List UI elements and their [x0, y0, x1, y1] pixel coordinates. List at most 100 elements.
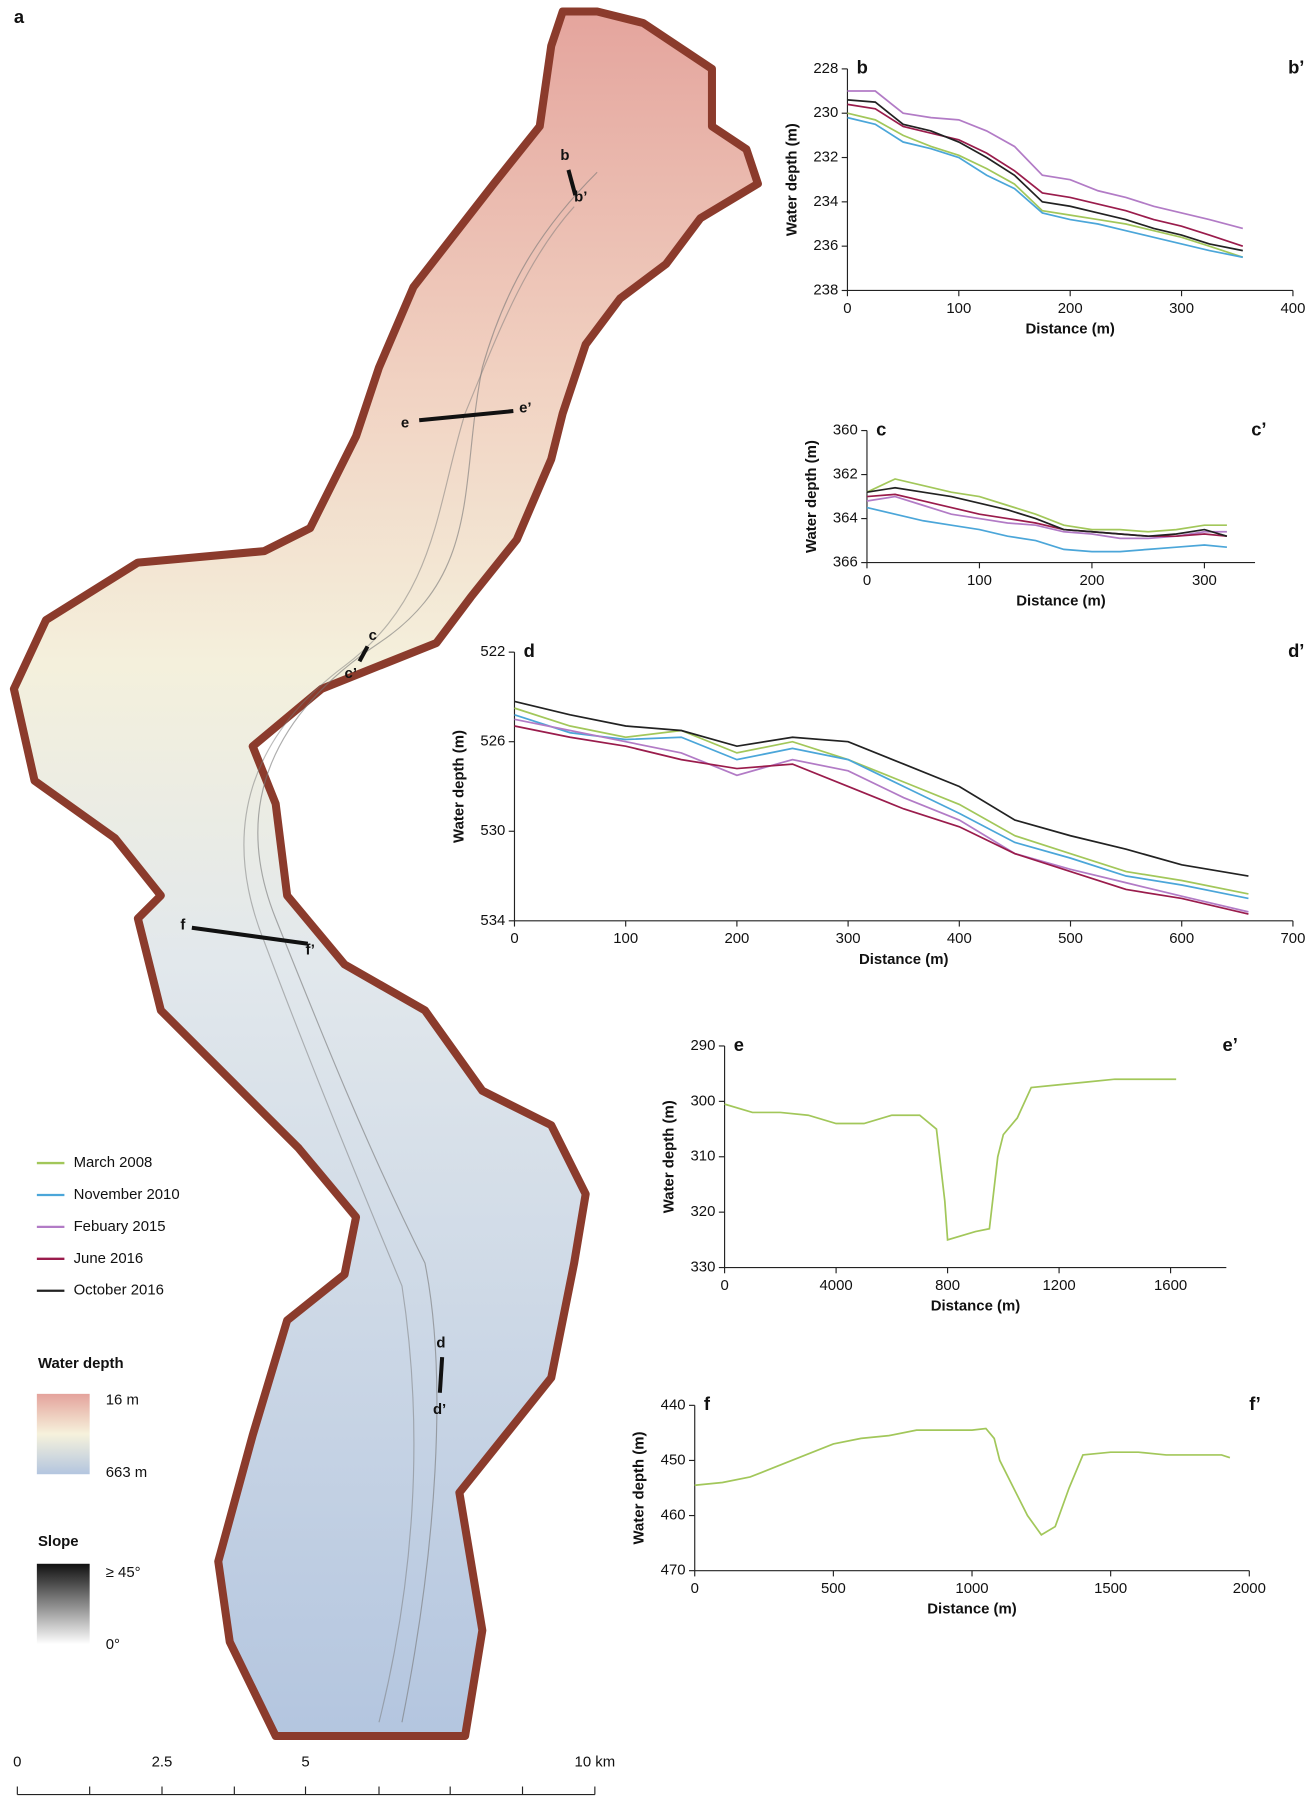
x-tick-label: 400 [947, 930, 972, 947]
transect-label: e [401, 415, 409, 432]
depth-colorbar [36, 1393, 90, 1475]
x-axis-label: Distance (m) [931, 1298, 1020, 1315]
colorbar-label: 0° [106, 1636, 120, 1653]
series-line [514, 707, 1249, 895]
fjord [9, 7, 762, 1741]
transect-line [191, 925, 309, 946]
legend-label: October 2016 [74, 1282, 164, 1299]
series-line [866, 495, 1227, 540]
x-tick-label: 800 [935, 1277, 960, 1294]
chart: 360 362 364 366 0 100 200 300 Distance (m) Water … [803, 418, 1267, 609]
transect-label: e’ [519, 400, 531, 417]
y-tick-label: 234 [813, 193, 838, 210]
x-tick-label: 200 [724, 930, 749, 947]
x-tick-label: 400 [1280, 300, 1305, 317]
x-tick-label: 300 [1169, 300, 1194, 317]
series-line [847, 103, 1244, 247]
channel [243, 206, 575, 1723]
x-axis-label: Distance (m) [927, 1601, 1016, 1618]
chart: 228 230 232 234 236 238 0 100 200 300 400 Distance … [783, 57, 1305, 338]
legend-title: Slope [38, 1533, 79, 1550]
legend-label: June 2016 [74, 1250, 144, 1267]
x-tick-label: 1000 [955, 1580, 988, 1597]
series-line [847, 90, 1244, 230]
y-tick-label: 236 [813, 237, 838, 254]
y-tick-label: 470 [661, 1562, 686, 1579]
x-tick-label: 2000 [1233, 1580, 1266, 1597]
y-tick-label: 232 [813, 148, 838, 165]
y-tick-label: 330 [691, 1258, 716, 1275]
transect-label: c [369, 627, 377, 644]
panel-label: b [857, 57, 868, 78]
panel-label: a [14, 6, 25, 27]
y-tick-label: 228 [813, 60, 838, 77]
x-tick-label: 100 [946, 300, 971, 317]
panel-end-label: e’ [1223, 1034, 1238, 1055]
transect-line [566, 169, 578, 196]
panel-end-label: b’ [1288, 57, 1304, 78]
y-tick-label: 360 [833, 421, 858, 438]
y-tick-label: 534 [480, 912, 505, 929]
series-line [514, 714, 1249, 900]
x-tick-label: 300 [1192, 572, 1217, 589]
series-line [866, 478, 1227, 533]
scale-label: 10 km [575, 1753, 616, 1770]
x-tick-label: 0 [863, 572, 871, 589]
transect-label: c’ [345, 665, 357, 682]
y-axis-label: Water depth (m) [450, 730, 467, 843]
y-tick-label: 310 [691, 1148, 716, 1165]
y-tick-label: 320 [691, 1203, 716, 1220]
panel-label: d [524, 640, 535, 661]
x-axis-label: Distance (m) [859, 951, 948, 968]
x-tick-label: 100 [967, 572, 992, 589]
series-line [847, 99, 1243, 252]
colorbar-label: 663 m [106, 1464, 147, 1481]
chart: 440 450 460 470 0 500 1000 1500 2000 Distance (m)… [631, 1393, 1266, 1617]
series-line [847, 116, 1243, 259]
y-axis-label: Water depth (m) [783, 123, 800, 236]
y-axis-label: Water depth (m) [631, 1432, 648, 1545]
x-tick-label: 1200 [1043, 1277, 1076, 1294]
legend: March 2008 November 2010 Febuary 2015 June … [36, 1154, 180, 1299]
y-tick-label: 460 [661, 1506, 686, 1523]
scale-label: 0 [13, 1753, 21, 1770]
series-line [866, 506, 1228, 553]
series-line [866, 486, 1228, 538]
x-axis-label: Distance (m) [1016, 593, 1105, 610]
x-tick-label: 500 [821, 1580, 846, 1597]
transect-label: d’ [433, 1401, 446, 1418]
legend-label: Febuary 2015 [74, 1218, 166, 1235]
y-axis-label: Water depth (m) [803, 440, 820, 553]
y-tick-label: 230 [813, 104, 838, 121]
x-tick-label: 0 [510, 930, 518, 947]
x-tick-label: 100 [613, 930, 638, 947]
slope-colorbar [36, 1563, 90, 1645]
series-line [847, 112, 1244, 259]
x-tick-label: 1500 [1094, 1580, 1127, 1597]
x-tick-label: 500 [1058, 930, 1083, 947]
transect-label: d [436, 1334, 445, 1351]
y-tick-label: 530 [480, 822, 505, 839]
transects [191, 169, 578, 1393]
color-legends: Water depth 16 m 663 m Slope ≥ 45° 0° [36, 1355, 147, 1653]
series-line [694, 1427, 1231, 1536]
chart: 522 526 530 534 0 100 200 300 400 500 600 700 Distan… [450, 640, 1305, 968]
transect-line [437, 1356, 445, 1393]
series-line [514, 725, 1249, 915]
y-tick-label: 364 [833, 510, 858, 527]
scale-bar: 0 2.5 5 10 km [13, 1753, 616, 1796]
y-tick-label: 290 [691, 1037, 716, 1054]
transect-label: b’ [574, 188, 587, 205]
y-tick-label: 300 [691, 1092, 716, 1109]
x-tick-label: 0 [720, 1277, 728, 1294]
y-tick-label: 366 [833, 554, 858, 571]
legend-label: November 2010 [74, 1186, 180, 1203]
channel [257, 171, 598, 1723]
x-tick-label: 200 [1058, 300, 1083, 317]
map: b b’ c c’ d d’ e e’ f f’ [9, 7, 762, 1741]
transect-line [418, 409, 514, 423]
series-line [514, 700, 1249, 877]
x-tick-label: 0 [691, 1580, 699, 1597]
